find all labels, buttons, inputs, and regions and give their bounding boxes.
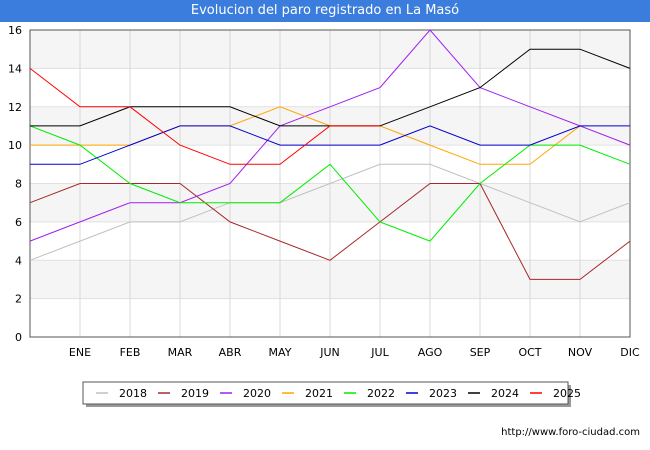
- x-tick-label: ABR: [219, 346, 242, 359]
- y-tick-label: 2: [15, 293, 22, 306]
- x-tick-label: ENE: [69, 346, 91, 359]
- series-line-2018: [29, 163, 631, 261]
- x-tick-label: MAY: [269, 346, 292, 359]
- y-tick-label: 14: [8, 62, 22, 75]
- legend-box: [82, 381, 569, 405]
- y-tick-label: 0: [15, 331, 22, 344]
- series-line-2021: [30, 106, 581, 165]
- legend-label-2018: 2018: [119, 387, 147, 400]
- series-line-2023: [30, 125, 630, 165]
- legend-label-2021: 2021: [305, 387, 333, 400]
- legend-label-2023: 2023: [429, 387, 457, 400]
- series-line-2025: [29, 68, 380, 165]
- y-tick-label: 16: [8, 24, 22, 37]
- x-tick-label: JUN: [319, 346, 340, 359]
- x-tick-label: AGO: [418, 346, 443, 359]
- legend-label-2025: 2025: [553, 387, 581, 400]
- legend-label-2020: 2020: [243, 387, 271, 400]
- x-tick-label: NOV: [568, 346, 593, 359]
- y-tick-label: 6: [15, 216, 22, 229]
- y-tick-label: 8: [15, 178, 22, 191]
- x-tick-label: FEB: [120, 346, 141, 359]
- chart-title: Evolucion del paro registrado en La Masó: [0, 0, 650, 22]
- x-tick-label: SEP: [470, 346, 491, 359]
- x-tick-label: OCT: [518, 346, 541, 359]
- plot-border: [29, 29, 631, 338]
- x-tick-label: JUL: [370, 346, 389, 359]
- x-tick-label: DIC: [620, 346, 640, 359]
- y-tick-label: 4: [15, 254, 22, 267]
- legend-label-2022: 2022: [367, 387, 395, 400]
- y-tick-label: 12: [8, 101, 22, 114]
- x-tick-label: MAR: [168, 346, 193, 359]
- legend-label-2019: 2019: [181, 387, 209, 400]
- source-url[interactable]: http://www.foro-ciudad.com: [501, 427, 640, 438]
- series-line-2020: [29, 29, 631, 242]
- legend-label-2024: 2024: [491, 387, 519, 400]
- y-tick-label: 10: [8, 139, 22, 152]
